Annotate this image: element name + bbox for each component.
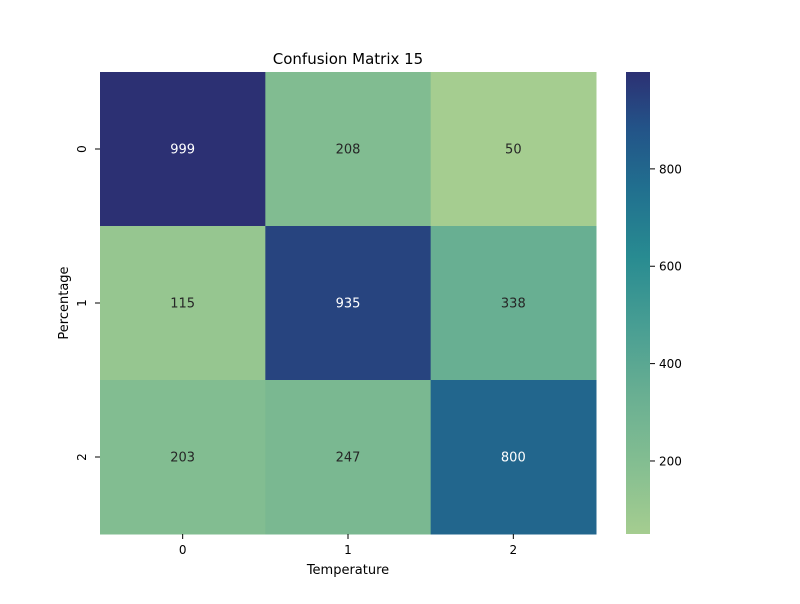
heatmap-cell (100, 72, 266, 227)
x-tick-label: 2 (510, 543, 518, 557)
colorbar-ticks: 200 400 600 800 (650, 162, 682, 468)
cell-value-label: 247 (336, 451, 361, 466)
heatmap-cell (100, 380, 266, 535)
colorbar-tick-label: 200 (659, 454, 682, 468)
y-axis: 0 1 2 (75, 145, 100, 461)
cell-value-label: 208 (336, 143, 361, 158)
colorbar-gradient (626, 72, 650, 534)
y-tick-label: 2 (75, 453, 89, 461)
heatmap-cell (430, 380, 597, 535)
cell-value-label: 999 (170, 143, 195, 158)
cell-value-label: 203 (170, 451, 195, 466)
x-axis: 0 1 2 (179, 534, 517, 557)
heatmap-cell (265, 226, 432, 381)
cell-value-label: 935 (336, 297, 361, 312)
x-tick-label: 1 (344, 543, 352, 557)
cell-value-label: 338 (501, 297, 526, 312)
y-tick-label: 0 (75, 145, 89, 153)
heatmap-cell (430, 226, 597, 381)
y-tick-label: 1 (75, 299, 89, 307)
colorbar-tick-label: 400 (659, 357, 682, 371)
cell-value-label: 115 (170, 297, 195, 312)
heatmap-cell (430, 72, 597, 227)
heatmap-cell (265, 380, 432, 535)
x-tick-label: 0 (179, 543, 187, 557)
colorbar-tick-label: 800 (659, 162, 682, 176)
chart-title: Confusion Matrix 15 (273, 50, 423, 68)
cell-value-label: 800 (501, 451, 526, 466)
heatmap-cell (100, 226, 266, 381)
heatmap-cells: 999 208 50 115 935 338 203 247 800 (100, 72, 597, 535)
x-axis-label: Temperature (306, 563, 389, 578)
y-axis-label: Percentage (57, 266, 72, 339)
colorbar-tick-label: 600 (659, 260, 682, 274)
cell-value-label: 50 (505, 143, 522, 158)
heatmap-cell (265, 72, 432, 227)
colorbar: 200 400 600 800 (626, 72, 682, 534)
